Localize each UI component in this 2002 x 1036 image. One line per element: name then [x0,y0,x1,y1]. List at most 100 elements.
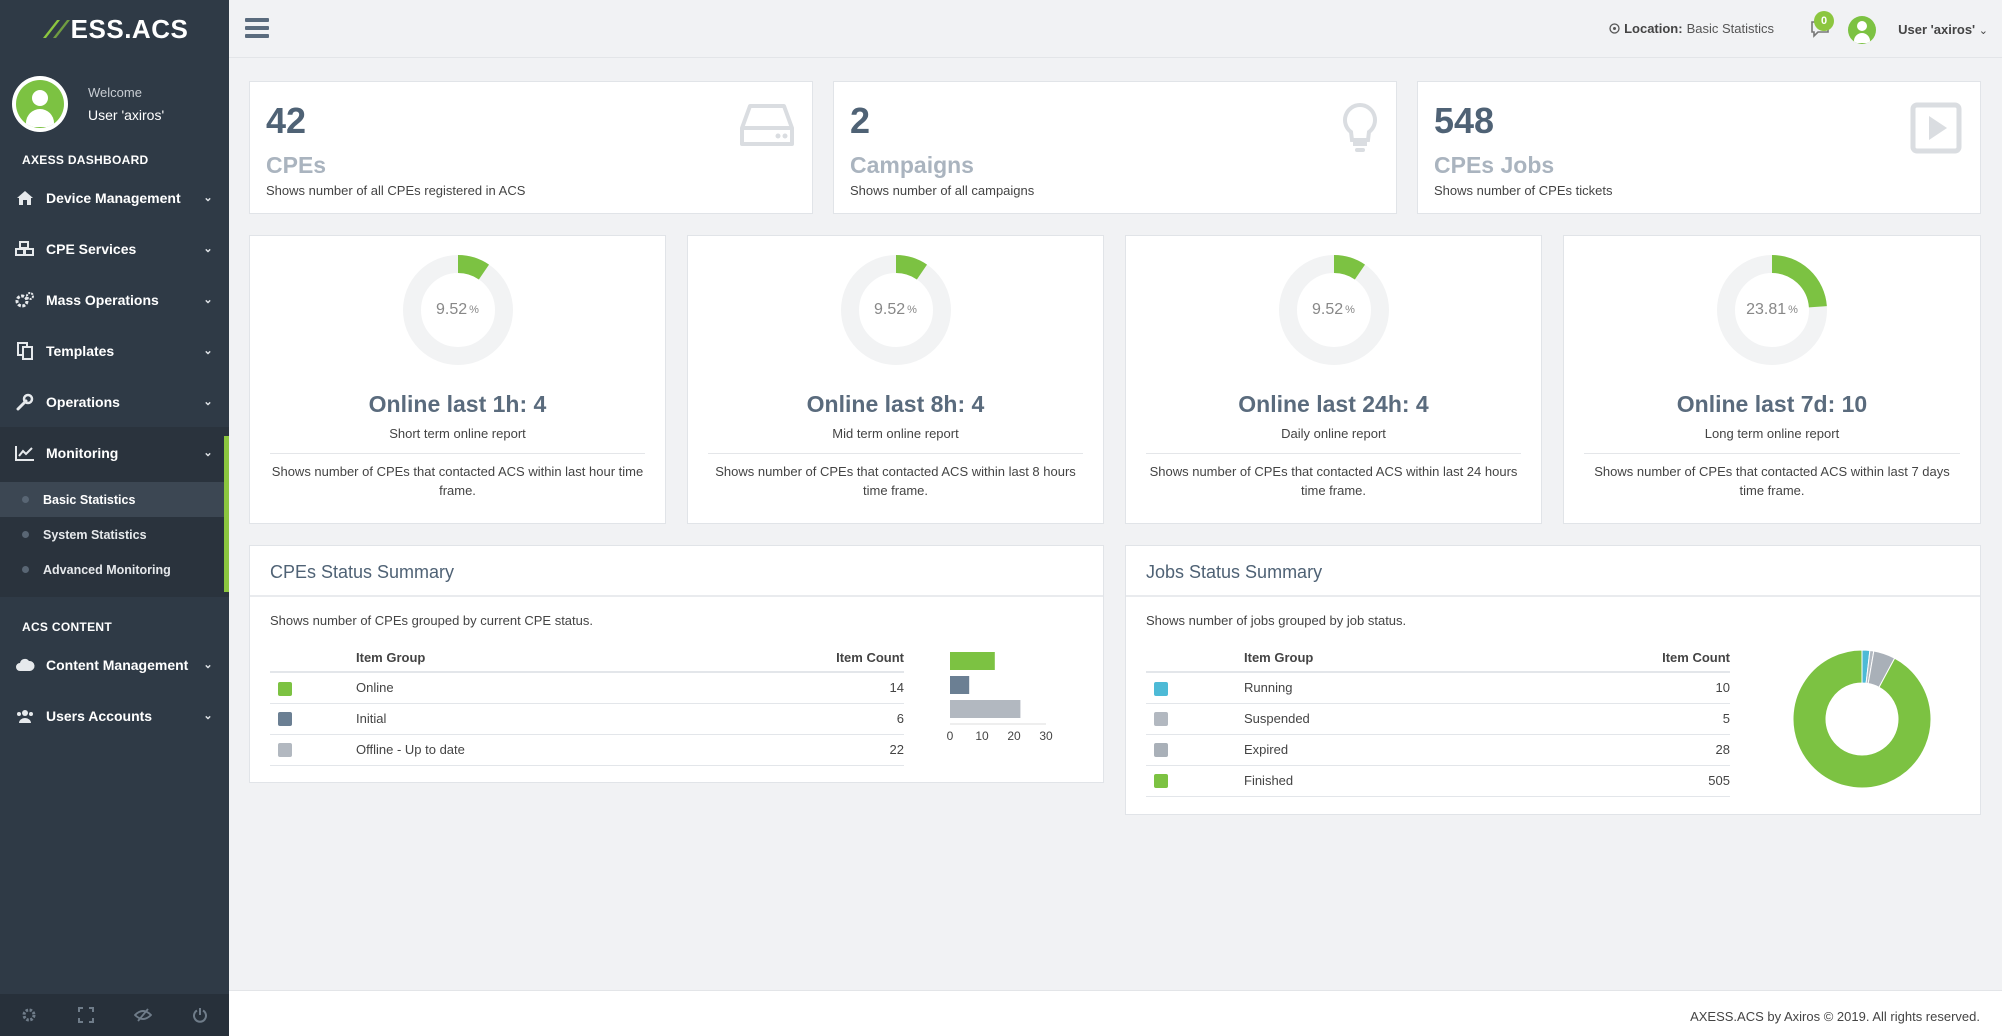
gauge-percent: 9.52 [874,301,906,318]
page-footer: AXESS.ACS by Axiros © 2019. All rights r… [229,990,2002,1036]
gauge-card-24h: 9.52% Online last 24h: 4 Daily online re… [1125,235,1542,524]
sidebar-item-label: Mass Operations [46,291,159,308]
row-group: Offline - Up to date [356,734,694,766]
submenu-item-label: Advanced Monitoring [43,562,171,577]
row-group: Online [356,672,694,704]
row-group: Initial [356,703,694,735]
sidebar-item-label: Templates [46,342,115,359]
gauge-title: Online last 7d: 10 [1676,391,1868,417]
x-tick-label: 20 [1007,729,1021,743]
line-chart-icon [14,442,36,464]
table-row: Initial 6 [270,703,904,735]
location-indicator: Location: Basic Statistics [1609,21,1774,36]
sidebar-item-label: Users Accounts [46,707,153,724]
color-swatch [1154,712,1168,727]
gauge-card-7d: 23.81% Online last 7d: 10 Long term onli… [1563,235,1981,524]
gauge-desc: Shows number of CPEs that contacted ACS … [1594,464,1950,498]
table-row: Online 14 [270,672,904,704]
gauge-percent: 9.52 [1312,301,1344,318]
color-swatch [1154,743,1168,758]
stat-card-cpes: 42 CPEs Shows number of all CPEs registe… [249,81,813,214]
bullet-icon [22,496,29,503]
panel-title: CPEs Status Summary [270,562,455,582]
play-icon [1910,102,1962,154]
cpe-status-panel: CPEs Status Summary Shows number of CPEs… [249,545,1104,783]
submenu-item-basic-statistics[interactable]: Basic Statistics [0,482,229,517]
stat-card-campaigns: 2 Campaigns Shows number of all campaign… [833,81,1397,214]
row-count: 6 [693,703,904,735]
percent-sign: % [1788,304,1798,316]
stat-value: 548 [1434,100,1495,141]
gauge-title: Online last 24h: 4 [1238,391,1429,417]
cubes-icon [14,238,36,260]
row-count: 505 [1489,765,1730,797]
logo[interactable]: ESS.ACS [0,0,229,58]
chevron-down-icon: ⌄ [203,710,213,722]
menu-toggle-icon[interactable] [245,18,269,40]
gauge-title: Online last 1h: 4 [368,391,547,417]
avatar[interactable] [1848,16,1876,44]
logo-text: ESS.ACS [70,13,189,44]
sidebar-item-templates[interactable]: Templates ⌄ [0,325,229,376]
home-icon [14,187,36,209]
bullet-icon [22,531,29,538]
submenu-item-advanced-monitoring[interactable]: Advanced Monitoring [0,552,229,587]
copy-icon [14,340,36,362]
panel-title: Jobs Status Summary [1146,562,1323,582]
color-swatch [278,712,292,727]
sidebar-item-operations[interactable]: Operations ⌄ [0,376,229,427]
color-swatch [1154,681,1168,696]
gauge: 9.52% [402,254,514,366]
cogs-icon [14,289,36,311]
submenu-item-system-statistics[interactable]: System Statistics [0,517,229,552]
location-target-icon [1609,23,1620,34]
row-count: 22 [693,734,904,766]
fullscreen-icon[interactable] [75,1004,97,1026]
stat-desc: Shows number of all campaigns [850,183,1035,198]
bar-online [950,652,995,670]
table-row: Expired 28 [1146,734,1730,766]
sidebar-item-device-management[interactable]: Device Management ⌄ [0,172,229,223]
table-row: Suspended 5 [1146,703,1730,735]
sidebar-item-content-management[interactable]: Content Management ⌄ [0,639,229,690]
copyright-text: AXESS.ACS by Axiros © 2019. All rights r… [1690,1009,1980,1024]
column-header-group: Item Group [356,644,694,673]
sidebar-item-mass-operations[interactable]: Mass Operations ⌄ [0,274,229,325]
sidebar-item-cpe-services[interactable]: CPE Services ⌄ [0,223,229,274]
gauge: 9.52% [840,254,952,366]
row-group: Running [1244,672,1490,704]
gauge-desc: Shows number of CPEs that contacted ACS … [715,464,1076,498]
sidebar-item-monitoring[interactable]: Monitoring ⌄ [0,427,229,478]
settings-icon[interactable] [18,1004,40,1026]
sidebar-item-label: Content Management [46,656,189,673]
x-tick-label: 10 [975,729,989,743]
column-header-group: Item Group [1244,644,1490,673]
submenu-item-label: Basic Statistics [43,492,136,507]
location-label: Location: [1624,21,1683,36]
gauge-card-1h: 9.52% Online last 1h: 4 Short term onlin… [249,235,666,524]
notification-badge[interactable]: 0 [1814,11,1834,31]
gauge-percent: 23.81 [1746,301,1787,318]
stat-desc: Shows number of all CPEs registered in A… [266,183,526,198]
avatar [12,76,68,132]
monitoring-submenu: Basic Statistics System Statistics Advan… [0,478,229,597]
chevron-down-icon: ⌄ [1978,25,1988,37]
percent-sign: % [907,304,917,316]
gauge-subtitle: Long term online report [1704,426,1840,441]
column-header-count: Item Count [1489,644,1730,673]
section-title-dashboard: AXESS DASHBOARD [22,153,149,167]
stat-value: 42 [266,100,307,141]
panel-desc: Shows number of CPEs grouped by current … [270,613,593,628]
eye-slash-icon[interactable] [132,1004,154,1026]
row-group: Suspended [1244,703,1490,735]
gauge-desc: Shows number of CPEs that contacted ACS … [1149,464,1518,498]
sidebar-item-users-accounts[interactable]: Users Accounts ⌄ [0,690,229,741]
gauge-percent: 9.52 [436,301,468,318]
bullet-icon [22,566,29,573]
power-icon[interactable] [189,1004,211,1026]
user-menu[interactable]: User 'axiros' ⌄ [1898,22,1988,37]
gauge: 23.81% [1716,254,1828,366]
user-panel: Welcome User 'axiros' [0,58,229,140]
color-swatch [278,681,292,696]
cpe-status-bar-chart: 0 10 20 30 [947,652,1053,743]
